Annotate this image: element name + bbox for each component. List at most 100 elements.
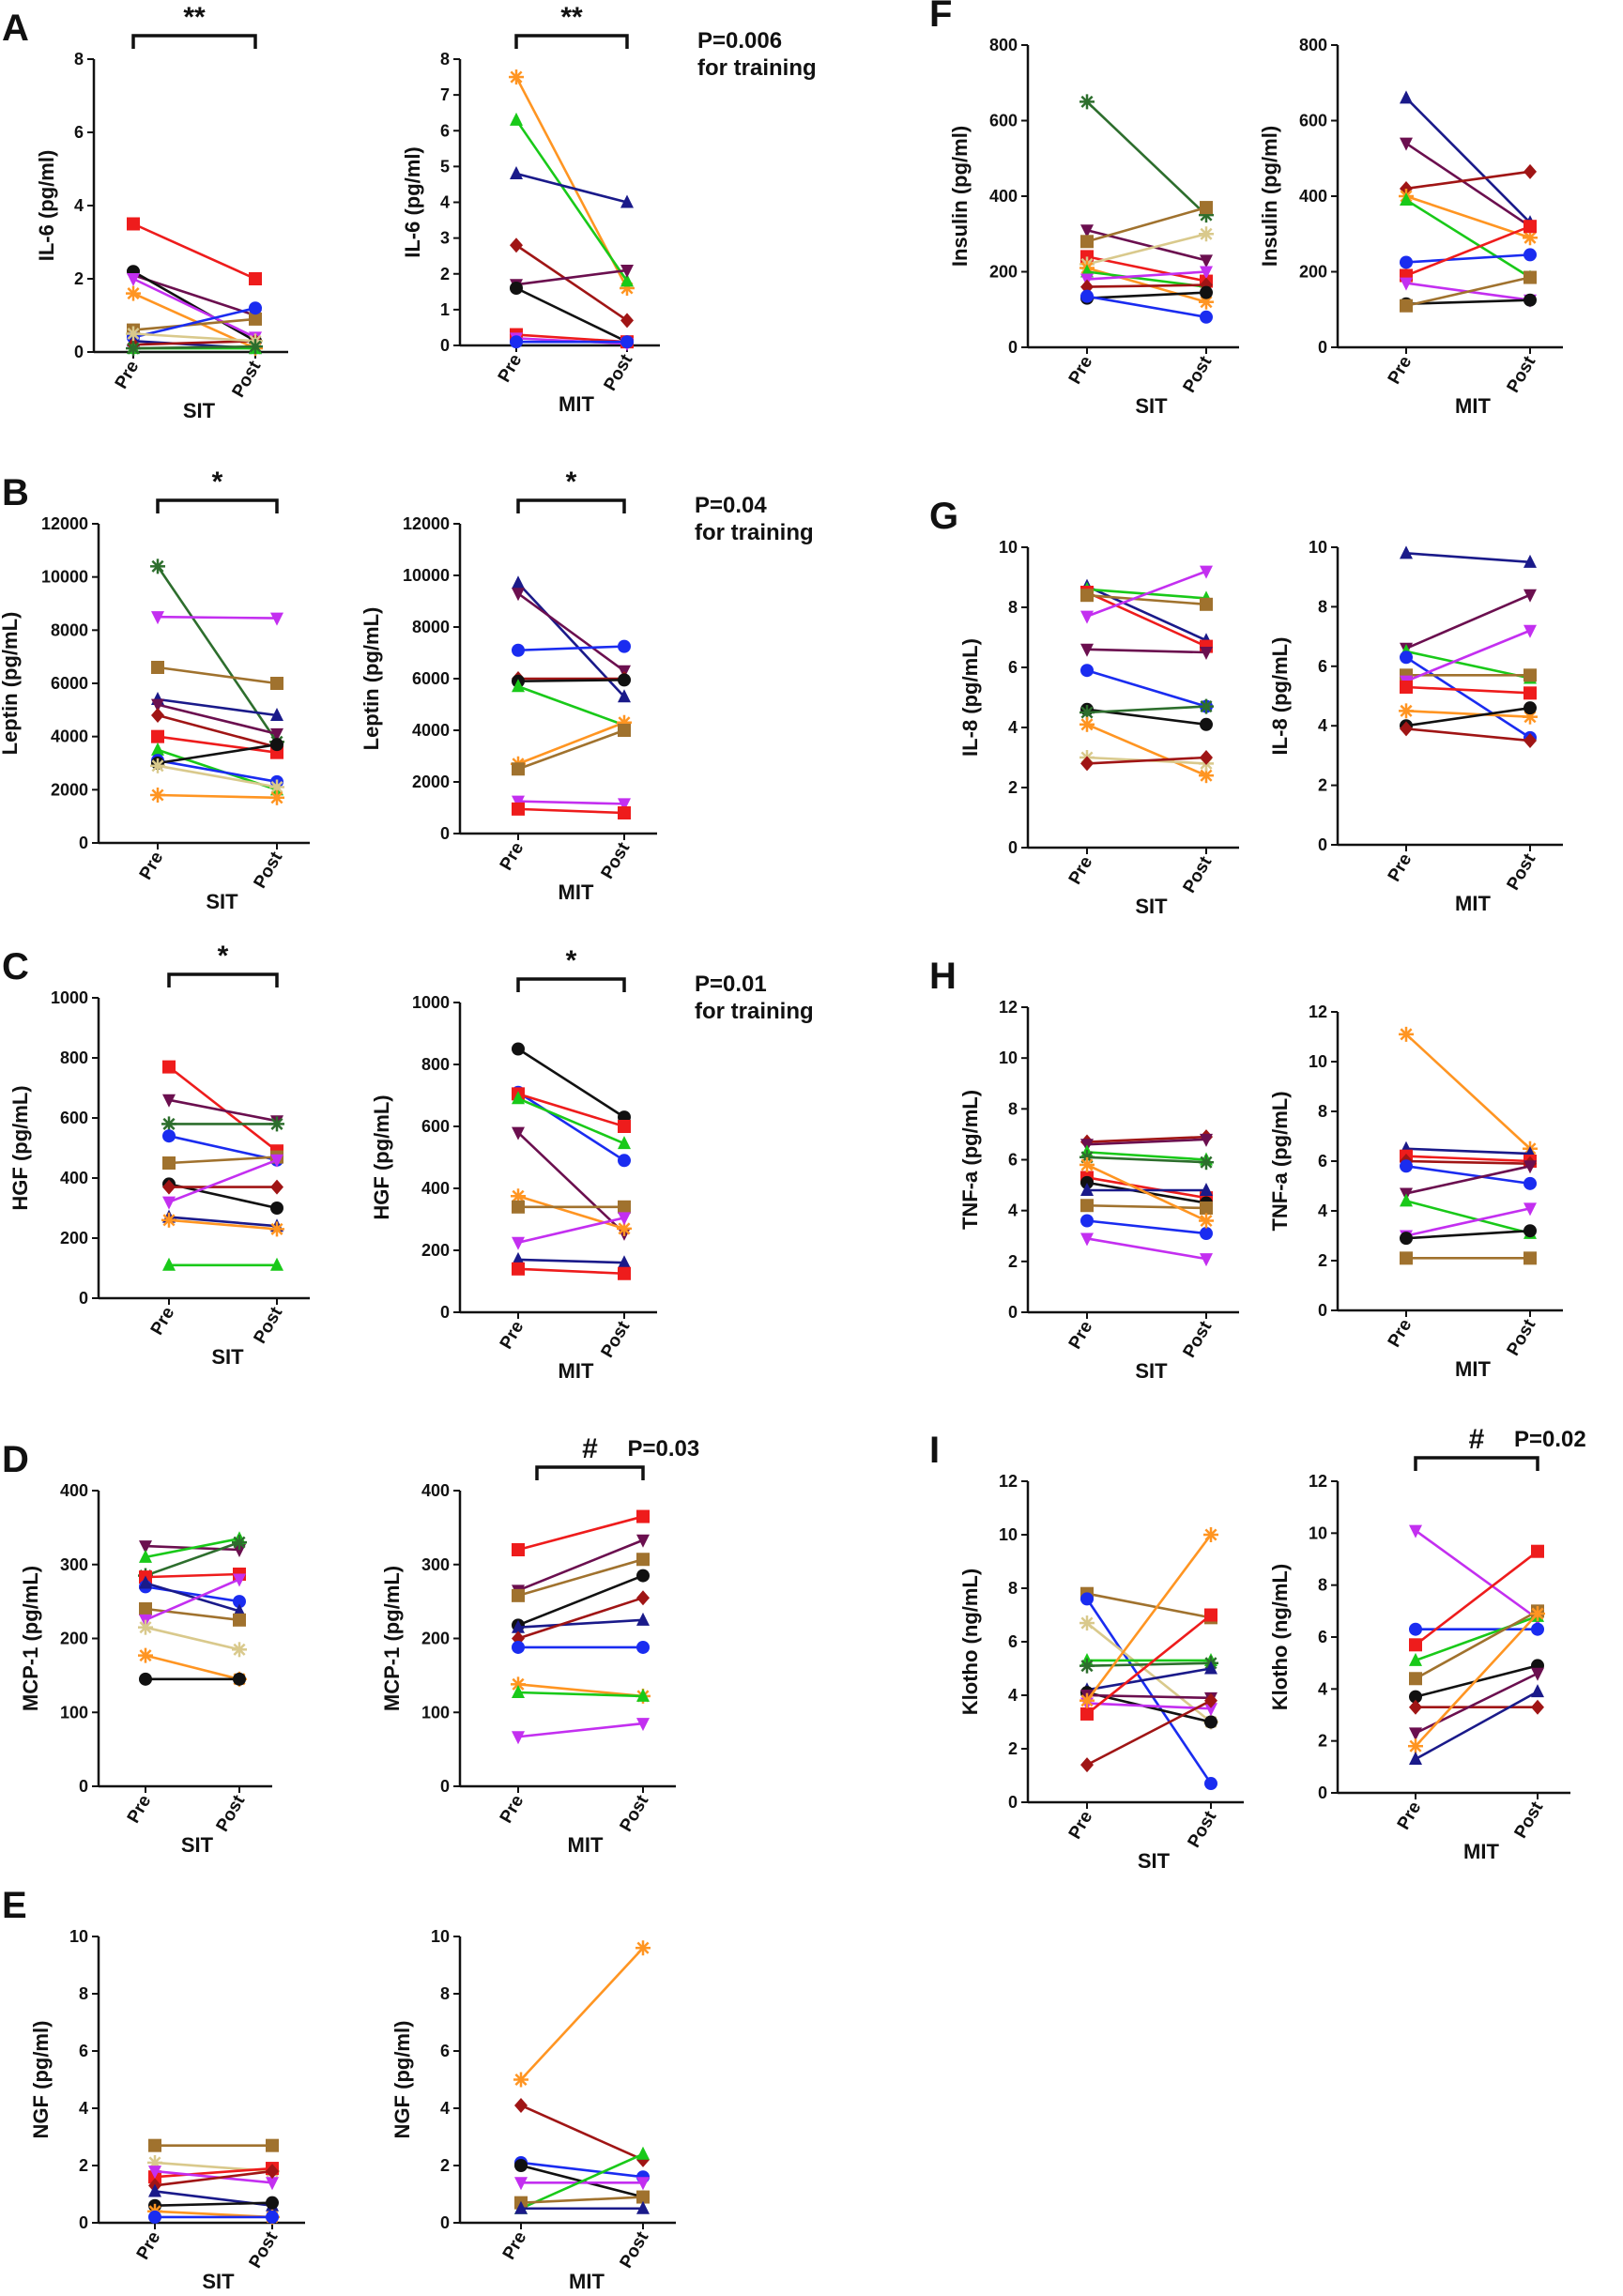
- series-red: [1080, 1608, 1217, 1721]
- data-point-post: [1204, 1608, 1217, 1622]
- series-purple: [510, 264, 634, 293]
- y-axis-label: Klotho (ng/mL): [958, 1569, 982, 1715]
- data-point-post: [1523, 701, 1537, 715]
- data-point-pre: [1399, 703, 1414, 719]
- data-point-pre: [512, 802, 525, 816]
- data-point-pre: [514, 2200, 528, 2214]
- data-point-pre: [1400, 277, 1413, 291]
- data-point-post: [618, 1154, 631, 1168]
- series-line: [1086, 705, 1207, 714]
- series-line: [517, 685, 625, 727]
- series-line: [517, 1691, 644, 1698]
- y-tick-label: 400: [60, 1169, 88, 1187]
- series-line: [517, 1574, 644, 1627]
- series-darkgreen: [1079, 698, 1214, 720]
- series-line: [1086, 585, 1207, 642]
- p-value-note-line2: for training: [695, 999, 814, 1024]
- y-tick-label: 10: [999, 1525, 1018, 1544]
- y-tick-label: 4: [440, 193, 450, 212]
- series-blue: [1080, 289, 1213, 324]
- series-blue: [1080, 664, 1213, 713]
- y-tick-label: 0: [1318, 338, 1327, 357]
- data-point-pre: [1400, 1159, 1413, 1173]
- series-darkgreen: [161, 1116, 284, 1132]
- series-line: [157, 615, 278, 620]
- data-point-pre: [1079, 1615, 1095, 1631]
- data-point-pre: [510, 166, 523, 179]
- data-point-post: [636, 1688, 650, 1702]
- series-line: [132, 277, 256, 339]
- series-line: [520, 2104, 644, 2162]
- data-point-pre: [1080, 589, 1094, 603]
- data-point-post: [1199, 1155, 1214, 1171]
- y-tick-label: 1: [440, 300, 450, 319]
- data-point-post: [618, 1200, 631, 1214]
- data-point-post: [1199, 226, 1214, 242]
- y-tick-label: 200: [1299, 263, 1327, 282]
- y-axis-label: Klotho (ng/mL): [1268, 1564, 1292, 1710]
- series-brown: [512, 724, 631, 776]
- data-point-post: [1204, 1692, 1217, 1708]
- series-line: [1086, 1156, 1207, 1164]
- y-tick-label: 8: [1008, 1579, 1018, 1598]
- x-category-label: Pre: [147, 1304, 179, 1339]
- data-point-post: [269, 1116, 284, 1132]
- series-khaki: [150, 758, 284, 795]
- y-tick-label: 6: [1008, 658, 1018, 677]
- series-line: [1086, 100, 1207, 217]
- y-tick-label: 4: [1008, 718, 1018, 737]
- data-point-post: [1200, 285, 1213, 299]
- x-category-label: Pre: [112, 358, 144, 392]
- group-label: MIT: [1455, 892, 1491, 915]
- y-tick-label: 10: [999, 1049, 1018, 1067]
- series-orange: [1079, 1156, 1214, 1229]
- data-point-post: [618, 724, 631, 737]
- series-line: [132, 270, 256, 343]
- data-point-post: [1523, 1224, 1537, 1238]
- data-point-post: [1531, 1544, 1544, 1558]
- series-blue: [1080, 1592, 1217, 1791]
- data-point-post: [1200, 647, 1213, 660]
- series-magenta: [512, 1212, 631, 1250]
- y-axis-label: TNF-a (pg/mL): [1268, 1091, 1292, 1231]
- series-line: [1405, 629, 1531, 682]
- x-category-label: Post: [251, 848, 287, 892]
- series-orange: [1079, 716, 1214, 784]
- p-value-note: P=0.006: [697, 28, 782, 54]
- y-tick-label: 6: [1318, 1628, 1327, 1646]
- data-point-post: [270, 727, 283, 742]
- data-point-pre: [1409, 1622, 1422, 1636]
- data-point-post: [1531, 1667, 1544, 1681]
- series-orange: [1399, 1026, 1538, 1156]
- series-navy: [512, 575, 631, 703]
- data-point-post: [620, 194, 634, 208]
- data-point-post: [266, 2177, 279, 2191]
- series-brown: [1080, 201, 1213, 249]
- y-tick-label: 7: [440, 85, 450, 104]
- series-line: [515, 244, 628, 322]
- series-line: [1086, 590, 1207, 648]
- series-magenta: [1080, 1232, 1213, 1267]
- series-line: [517, 1557, 644, 1598]
- y-tick-label: 1000: [412, 993, 450, 1012]
- series-line: [168, 1065, 278, 1153]
- data-point-pre: [1400, 90, 1413, 104]
- series-line: [154, 2169, 273, 2187]
- data-point-post: [270, 1257, 283, 1271]
- y-axis-label: Leptin (pg/mL): [360, 607, 383, 751]
- x-category-label: Post: [1504, 1315, 1540, 1359]
- data-point-post: [270, 1179, 283, 1195]
- series-line: [1415, 1690, 1539, 1761]
- series-line: [1086, 283, 1207, 288]
- series-line: [517, 1131, 625, 1234]
- series-line: [145, 1585, 240, 1603]
- data-point-pre: [1409, 1652, 1422, 1666]
- series-brown: [1400, 270, 1537, 313]
- data-point-post: [270, 612, 283, 626]
- series-red: [1080, 250, 1213, 288]
- x-category-label: Post: [601, 350, 637, 394]
- x-category-label: Pre: [497, 839, 528, 874]
- x-category-label: Pre: [1394, 1799, 1426, 1833]
- data-point-pre: [150, 758, 165, 773]
